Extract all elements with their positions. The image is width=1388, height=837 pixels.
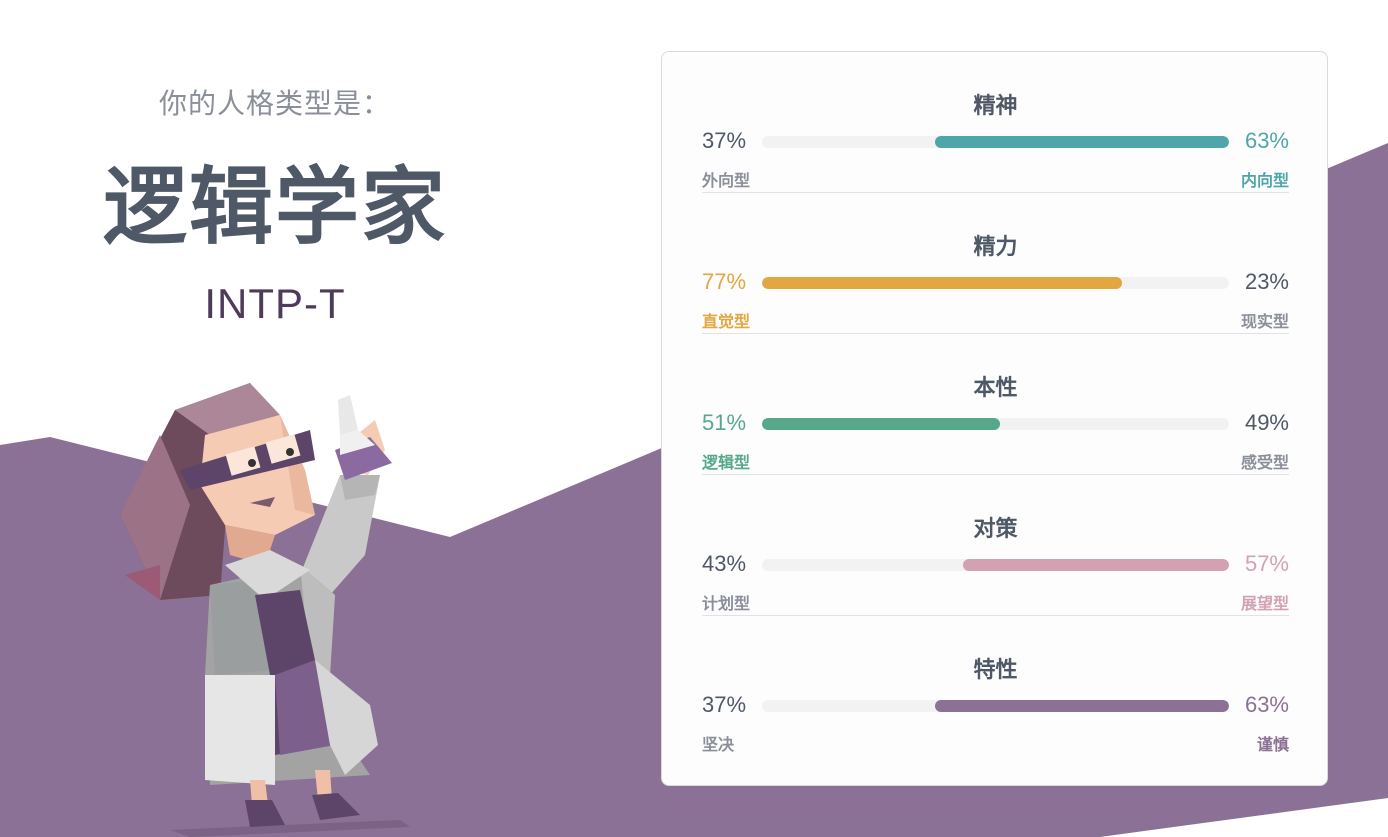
trait-left-percent: 43% xyxy=(702,551,746,577)
trait-left-percent: 37% xyxy=(702,128,746,154)
trait-right-percent: 23% xyxy=(1245,269,1289,295)
trait-title: 精力 xyxy=(702,229,1289,261)
trait-bar-fill xyxy=(963,559,1229,571)
trait-right-percent: 49% xyxy=(1245,410,1289,436)
trait-right-label: 展望型 xyxy=(1241,590,1289,614)
trait-row-tactics: 对策 43% 57% 计划型 展望型 xyxy=(702,475,1289,616)
result-subtitle: 你的人格类型是： xyxy=(60,82,490,122)
trait-bar-fill xyxy=(762,418,1000,430)
trait-title: 对策 xyxy=(702,511,1289,543)
trait-row-nature: 本性 51% 49% 逻辑型 感受型 xyxy=(702,334,1289,475)
trait-bar-track xyxy=(762,277,1229,289)
trait-left-label: 逻辑型 xyxy=(702,449,750,473)
trait-bar-track xyxy=(762,136,1229,148)
trait-left-label: 坚决 xyxy=(702,731,734,755)
trait-left-percent: 77% xyxy=(702,269,746,295)
trait-results-card: 精神 37% 63% 外向型 内向型 精力 77% 23% 直觉型 现实型 本性… xyxy=(661,51,1328,786)
trait-right-percent: 57% xyxy=(1245,551,1289,577)
trait-right-label: 内向型 xyxy=(1241,167,1289,191)
trait-title: 精神 xyxy=(702,88,1289,120)
logician-character-illustration xyxy=(100,375,420,837)
trait-right-label: 谨慎 xyxy=(1257,731,1289,755)
trait-left-label: 计划型 xyxy=(702,590,750,614)
trait-bar-fill xyxy=(762,277,1122,289)
trait-bar-track xyxy=(762,700,1229,712)
personality-type-code: INTP-T xyxy=(60,280,490,328)
personality-type-name: 逻辑学家 xyxy=(60,152,490,262)
trait-left-label: 外向型 xyxy=(702,167,750,191)
trait-row-energy-mind: 精神 37% 63% 外向型 内向型 xyxy=(702,52,1289,193)
trait-right-label: 感受型 xyxy=(1241,449,1289,473)
trait-left-label: 直觉型 xyxy=(702,308,750,332)
trait-bar-fill xyxy=(935,700,1229,712)
trait-bar-fill xyxy=(935,136,1229,148)
trait-bar-track xyxy=(762,418,1229,430)
trait-row-identity: 特性 37% 63% 坚决 谨慎 xyxy=(702,616,1289,757)
trait-right-percent: 63% xyxy=(1245,128,1289,154)
trait-right-label: 现实型 xyxy=(1241,308,1289,332)
trait-title: 特性 xyxy=(702,652,1289,684)
trait-right-percent: 63% xyxy=(1245,692,1289,718)
trait-left-percent: 51% xyxy=(702,410,746,436)
trait-left-percent: 37% xyxy=(702,692,746,718)
trait-title: 本性 xyxy=(702,370,1289,402)
trait-row-energy: 精力 77% 23% 直觉型 现实型 xyxy=(702,193,1289,334)
trait-bar-track xyxy=(762,559,1229,571)
